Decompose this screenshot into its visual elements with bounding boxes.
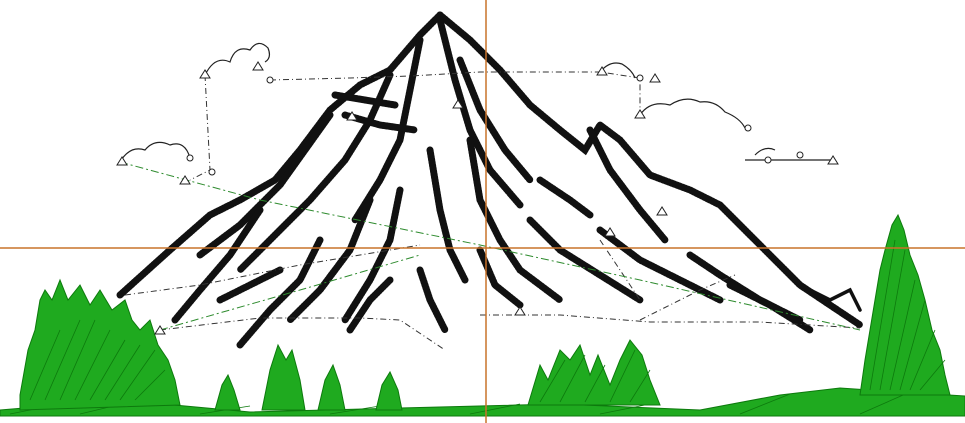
stop-marker-icon bbox=[186, 154, 194, 162]
jump-marker-icon bbox=[596, 66, 608, 76]
stop-marker-icon bbox=[636, 74, 644, 82]
jump-marker-icon bbox=[656, 206, 668, 216]
stop-marker-icon bbox=[796, 151, 804, 159]
jump-marker-icon bbox=[154, 325, 166, 335]
jump-marker-icon bbox=[634, 109, 646, 119]
jump-marker-icon bbox=[346, 111, 358, 121]
small-trees-left bbox=[214, 343, 403, 411]
jump-marker-icon bbox=[252, 61, 264, 71]
jump-marker-icon bbox=[452, 99, 464, 109]
travel-lines bbox=[119, 71, 861, 351]
stop-marker-icon bbox=[266, 76, 274, 84]
stitch-markers bbox=[116, 61, 839, 335]
middle-right-trees bbox=[527, 339, 661, 406]
stop-marker-icon bbox=[208, 168, 216, 176]
right-tall-tree bbox=[859, 213, 951, 396]
jump-marker-icon bbox=[179, 175, 191, 185]
clouds bbox=[119, 42, 835, 163]
start-marker-icon bbox=[764, 156, 772, 164]
jump-marker-icon bbox=[199, 69, 211, 79]
left-tree-cluster bbox=[19, 278, 181, 411]
jump-marker-icon bbox=[649, 73, 661, 83]
stop-marker-icon bbox=[744, 124, 752, 132]
mountain-stitches bbox=[116, 11, 864, 349]
jump-marker-icon bbox=[604, 227, 616, 237]
jump-marker-icon bbox=[827, 155, 839, 165]
jump-marker-icon bbox=[116, 156, 128, 166]
jump-marker-icon bbox=[514, 306, 526, 316]
